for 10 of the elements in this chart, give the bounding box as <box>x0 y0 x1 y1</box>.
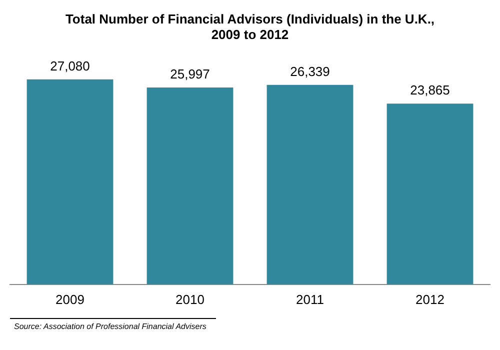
data-label: 23,865 <box>410 82 450 98</box>
data-label: 26,339 <box>290 64 330 80</box>
x-tick-label: 2009 <box>56 292 84 307</box>
x-tick-label: 2012 <box>416 292 444 307</box>
chart-title: Total Number of Financial Advisors (Individuals) in the U.K., 2009 to 2012 <box>65 11 435 42</box>
source-note: Source: Association of Professional Financial Advisers <box>14 322 206 331</box>
x-tick-label: 2010 <box>176 292 204 307</box>
data-label: 27,080 <box>50 58 90 74</box>
data-label: 25,997 <box>170 66 210 82</box>
x-tick-label: 2011 <box>296 292 324 307</box>
